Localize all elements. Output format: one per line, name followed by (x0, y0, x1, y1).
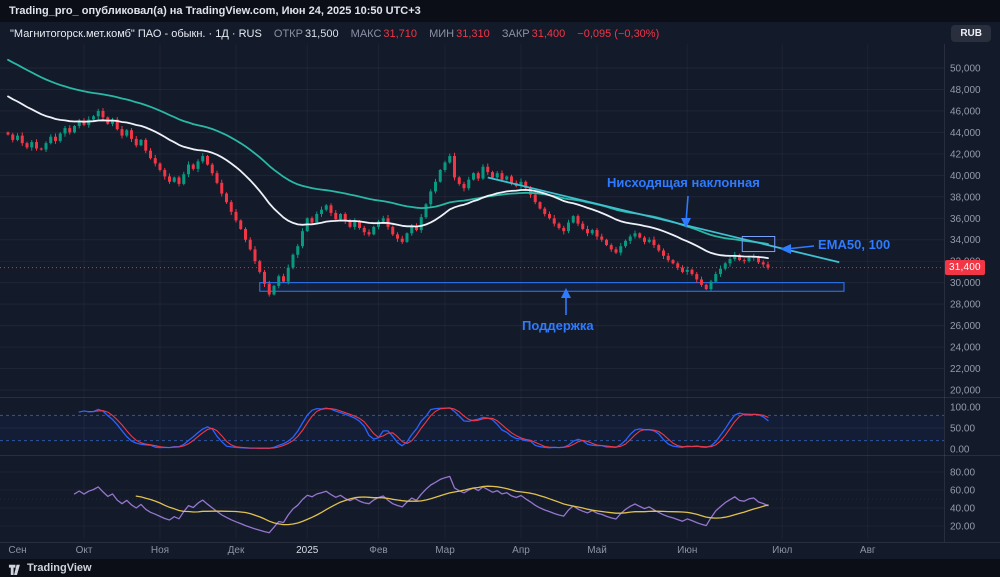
ohlc-low: МИН 31,310 (429, 28, 490, 40)
tradingview-brand[interactable]: TradingView (27, 562, 92, 574)
time-label: Авг (860, 545, 876, 556)
chart-canvas[interactable]: 50,000 48,000 46,000 44,000 42,000 40,000 38,0… (0, 22, 1000, 559)
price-tick-label: 36,000 (950, 214, 981, 225)
time-label: Ноя (151, 545, 169, 556)
highlight-box[interactable] (741, 236, 776, 253)
time-label: Май (587, 545, 607, 556)
ohlc-high: МАКС 31,710 (351, 28, 417, 40)
price-tick-label: 46,000 (950, 106, 981, 117)
ohlc-close: ЗАКР 31,400 (502, 28, 565, 40)
ohlc-open: ОТКР 31,500 (274, 28, 339, 40)
annotation-arrowhead (681, 218, 691, 228)
currency-button[interactable]: RUB (951, 25, 991, 42)
time-label: Мар (435, 545, 455, 556)
stoch-d-line (88, 407, 769, 449)
price-tick-label: 38,000 (950, 192, 981, 203)
rsi-tick-label: 60.00 (950, 486, 975, 497)
tradingview-logo-icon (8, 564, 20, 575)
last-price-badge: 31,400 (945, 260, 985, 275)
price-axis[interactable]: 50,000 48,000 46,000 44,000 42,000 40,000 38,0… (950, 64, 981, 533)
price-tick-label: 48,000 (950, 85, 981, 96)
time-label: 2025 (296, 545, 319, 556)
time-label: Дек (228, 545, 245, 556)
stoch-tick-label: 100.00 (950, 403, 981, 414)
grid-layer (0, 44, 1000, 543)
stochastic-pane (0, 407, 944, 449)
ema50-line (7, 95, 769, 260)
price-tick-label: 34,000 (950, 235, 981, 246)
stoch-k-line (78, 407, 769, 449)
time-label: Апр (512, 545, 530, 556)
price-tick-label: 22,000 (950, 364, 981, 375)
price-tick-label: 50,000 (950, 64, 981, 75)
price-tick-label: 42,000 (950, 149, 981, 160)
chart-container: 50,000 48,000 46,000 44,000 42,000 40,000 38,0… (0, 22, 1000, 559)
annotation-arrow (685, 195, 689, 223)
support-zone-box[interactable] (259, 282, 845, 292)
change-value: −0,095 (−0,30%) (577, 28, 660, 40)
annotation-descending-trendline-label[interactable]: Нисходящая наклонная (607, 175, 760, 190)
price-tick-label: 26,000 (950, 321, 981, 332)
open-label: ОТКР (273, 28, 303, 40)
stoch-tick-label: 0.00 (950, 445, 970, 456)
footer-bar: TradingView (0, 559, 1000, 577)
low-value: 31,310 (456, 28, 490, 40)
time-label: Фев (369, 545, 387, 556)
price-tick-label: 44,000 (950, 128, 981, 139)
published-bar: Trading_pro_ опубликовал(а) на TradingVi… (0, 0, 1000, 22)
time-axis[interactable]: Сен Окт Ноя Дек 2025 Фев Мар Апр Май Июн Июл Авг (8, 545, 876, 556)
rsi-pane (0, 471, 944, 534)
open-value: 31,500 (304, 28, 339, 40)
published-text: Trading_pro_ опубликовал(а) на TradingVi… (9, 5, 421, 17)
time-label: Июн (677, 545, 697, 556)
high-label: МАКС (350, 28, 382, 40)
time-label: Июл (772, 545, 792, 556)
high-value: 31,710 (383, 28, 418, 40)
price-tick-label: 24,000 (950, 343, 981, 354)
price-tick-label: 40,000 (950, 171, 981, 182)
rsi-tick-label: 20.00 (950, 522, 975, 533)
close-label: ЗАКР (501, 28, 530, 40)
annotation-support-label[interactable]: Поддержка (522, 318, 594, 333)
price-tick-label: 20,000 (950, 386, 981, 397)
annotation-arrowhead (780, 244, 791, 254)
rsi-tick-label: 40.00 (950, 504, 975, 515)
time-label: Окт (76, 545, 93, 556)
annotation-arrowhead (561, 288, 571, 298)
rsi-line (73, 475, 769, 534)
symbol-legend: "Магнитогорск.мет.комб" ПАО - обыкн. · 1… (10, 28, 659, 40)
price-tick-label: 28,000 (950, 300, 981, 311)
time-label: Сен (8, 545, 26, 556)
annotation-ema-label[interactable]: EMA50, 100 (818, 237, 891, 252)
annotation-arrows (561, 195, 815, 315)
low-label: МИН (429, 28, 455, 40)
rsi-tick-label: 80.00 (950, 468, 975, 479)
rsi-ma-line (135, 485, 769, 526)
symbol-title[interactable]: "Магнитогорск.мет.комб" ПАО - обыкн. · 1… (10, 28, 262, 40)
descending-trendline[interactable] (487, 176, 840, 264)
price-tick-label: 30,000 (950, 278, 981, 289)
close-value: 31,400 (531, 28, 566, 40)
stoch-tick-label: 50.00 (950, 424, 975, 435)
